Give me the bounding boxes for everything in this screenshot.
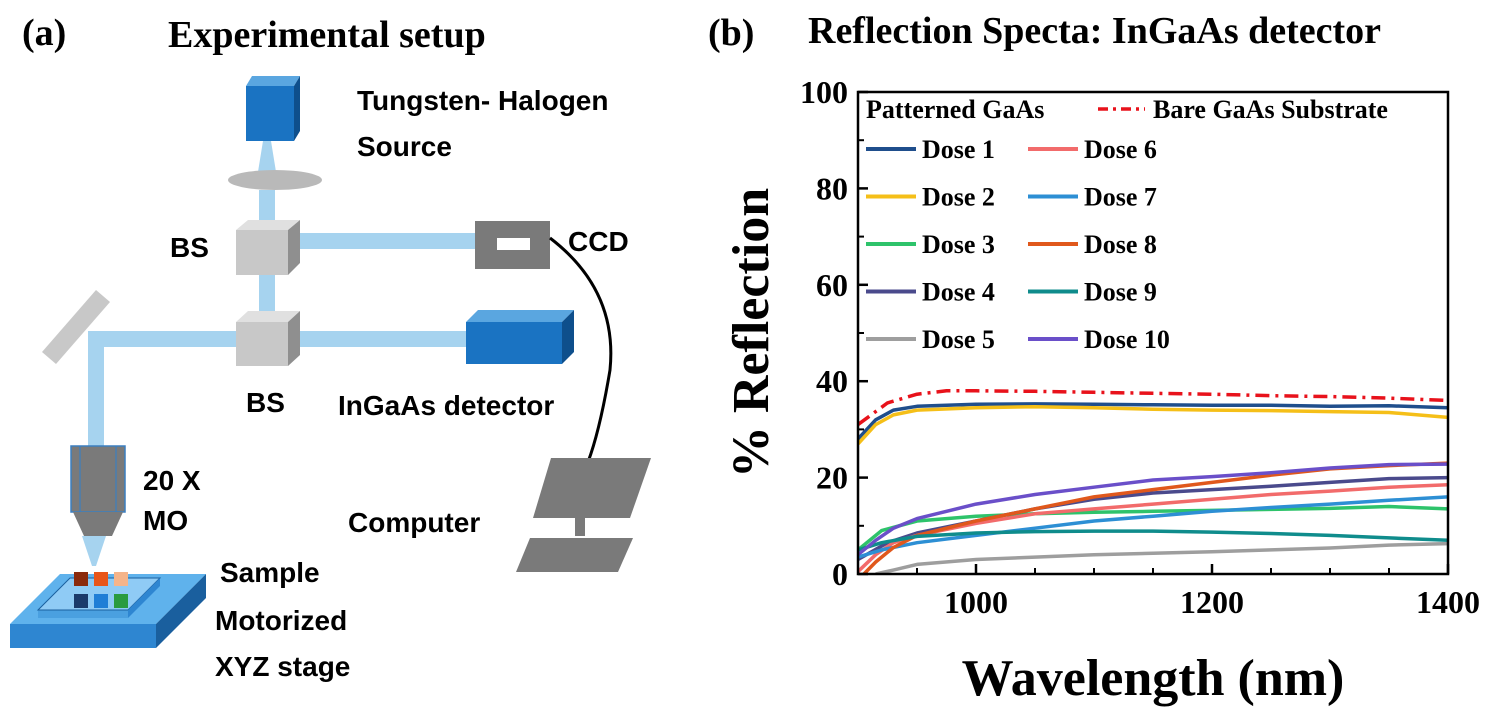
legend-label-dose-7: Dose 7	[1084, 183, 1157, 212]
y-axis-label: % Reflection	[723, 188, 780, 478]
y-tick-label: 60	[816, 267, 848, 303]
beam-splitter-top	[236, 220, 300, 275]
panel-b-title: Reflection Specta: InGaAs detector	[808, 10, 1381, 52]
ingaas-label: InGaAs detector	[338, 390, 554, 421]
x-tick-label: 1200	[1180, 584, 1244, 620]
legend-label-dose-2: Dose 2	[922, 183, 995, 212]
legend-label-dose-6: Dose 6	[1084, 135, 1157, 164]
ccd-camera	[475, 221, 550, 269]
panel-a: (a) Experimental setup Tungsten- Halogen…	[10, 12, 651, 682]
legend-label-bare-gaas: Bare GaAs Substrate	[1153, 95, 1388, 124]
y-tick-label: 20	[816, 460, 848, 496]
lens	[228, 170, 322, 190]
beam-to-ccd	[298, 233, 478, 249]
series-line-dose-4	[858, 475, 1448, 562]
source-label-2: Source	[357, 131, 452, 162]
legend-label-dose-10: Dose 10	[1084, 325, 1170, 354]
computer	[516, 458, 651, 572]
mo-label-2: MO	[143, 505, 188, 536]
y-tick-label: 40	[816, 363, 848, 399]
mirror	[42, 290, 110, 364]
bs-top-label: BS	[170, 232, 209, 263]
x-tick-label: 1000	[944, 584, 1008, 620]
panel-a-title: Experimental setup	[168, 14, 486, 56]
tungsten-halogen-source	[246, 76, 300, 141]
legend-label-dose-4: Dose 4	[922, 278, 995, 307]
reflection-chart: 0 20 40 60 80 100 1000 1200 1400 Wavelength (nm)%…	[723, 74, 1480, 707]
ccd-label: CCD	[568, 226, 629, 257]
panel-b: (b) Reflection Specta: InGaAs detector 0…	[708, 10, 1480, 707]
legend-label-dose-3: Dose 3	[922, 230, 995, 259]
beam-to-sample	[82, 536, 106, 566]
legend-header: Patterned GaAs	[866, 95, 1044, 124]
microscope-objective	[70, 445, 126, 536]
beam-to-ingaas	[298, 331, 470, 347]
series-line-dose-2	[858, 404, 1448, 446]
beam-bs-bs	[259, 272, 275, 316]
source-label-1: Tungsten- Halogen	[357, 85, 608, 116]
series-line-dose-6	[858, 483, 1448, 573]
x-tick-label: 1400	[1416, 584, 1480, 620]
beam-to-objective	[88, 331, 104, 449]
series-line-bare-gaas-substrate	[858, 389, 1448, 427]
beam-splitter-bottom	[236, 311, 300, 366]
bs-bottom-label: BS	[246, 387, 285, 418]
x-axis-label: Wavelength (nm)	[962, 650, 1345, 707]
mo-label-1: 20 X	[143, 465, 201, 496]
computer-label: Computer	[348, 507, 480, 538]
ccd-cable	[549, 236, 613, 463]
y-tick-label: 80	[816, 170, 848, 206]
legend-label-dose-5: Dose 5	[922, 325, 995, 354]
legend-label-dose-8: Dose 8	[1084, 230, 1157, 259]
series-line-dose-5	[875, 541, 1448, 574]
legend-label-dose-9: Dose 9	[1084, 278, 1157, 307]
beam-to-source	[257, 141, 277, 178]
series-line-dose-10	[858, 462, 1448, 557]
beam-mirror-bs	[90, 331, 240, 347]
series-line-dose-7	[858, 495, 1448, 559]
ingaas-detector	[466, 310, 574, 364]
sample-label: Sample	[220, 557, 320, 588]
series-line-dose-9	[858, 529, 1448, 552]
sample-chips	[74, 572, 128, 608]
series-line-dose-1	[858, 402, 1448, 441]
panel-b-label: (b)	[708, 12, 754, 54]
y-tick-label: 0	[832, 556, 848, 592]
panel-a-label: (a)	[22, 12, 66, 54]
stage-label-2: XYZ stage	[215, 651, 350, 682]
legend-label-dose-1: Dose 1	[922, 135, 995, 164]
stage-label-1: Motorized	[215, 605, 347, 636]
y-tick-label: 100	[800, 74, 848, 110]
light-beams	[82, 141, 478, 566]
